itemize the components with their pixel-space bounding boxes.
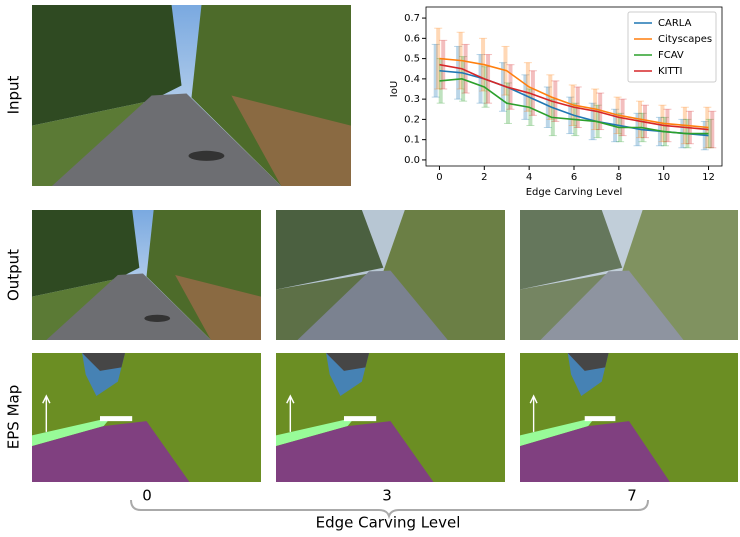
level-label: 0 — [142, 487, 152, 505]
x-axis-label: Edge Carving Level — [526, 187, 623, 198]
x-tick-label: 4 — [526, 172, 532, 183]
row-label: EPS Map — [5, 385, 23, 449]
output-image — [520, 210, 738, 340]
eps-map — [520, 353, 738, 482]
y-tick-label: 0.7 — [404, 13, 420, 24]
bottom-label: Edge Carving Level — [316, 514, 461, 532]
row-label: Input — [5, 75, 23, 114]
x-tick-label: 10 — [657, 172, 670, 183]
legend-label: CARLA — [658, 18, 692, 29]
y-tick-label: 0.2 — [404, 114, 420, 125]
legend-label: Cityscapes — [658, 34, 712, 45]
x-tick-label: 2 — [481, 172, 487, 183]
input-image — [32, 5, 351, 186]
legend-label: FCAV — [658, 50, 684, 61]
output-image — [276, 210, 505, 340]
x-tick-label: 8 — [616, 172, 622, 183]
y-tick-label: 0.5 — [404, 54, 420, 65]
chart: 0.0 0.1 0.2 0.3 0.4 0.5 0.6 0.7 0 2 4 6 8 10 12 Edge Ca… — [389, 7, 722, 198]
eps-map — [276, 353, 505, 482]
y-tick-label: 0.4 — [404, 74, 420, 85]
y-tick-label: 0.0 — [404, 155, 420, 166]
y-tick-label: 0.3 — [404, 94, 420, 105]
x-tick-label: 6 — [571, 172, 577, 183]
x-tick-label: 12 — [702, 172, 715, 183]
output-image — [32, 210, 261, 340]
y-axis-label: IoU — [389, 81, 400, 97]
level-label: 7 — [627, 487, 637, 505]
legend-label: KITTI — [658, 66, 683, 77]
y-tick-label: 0.1 — [404, 135, 420, 146]
eps-map — [32, 353, 261, 482]
figure: Input Output EPS Map 0 3 7 Edge Carving … — [0, 0, 740, 533]
level-label: 3 — [382, 487, 392, 505]
row-label: Output — [5, 249, 23, 301]
x-tick-label: 0 — [436, 172, 442, 183]
y-tick-label: 0.6 — [404, 33, 420, 44]
